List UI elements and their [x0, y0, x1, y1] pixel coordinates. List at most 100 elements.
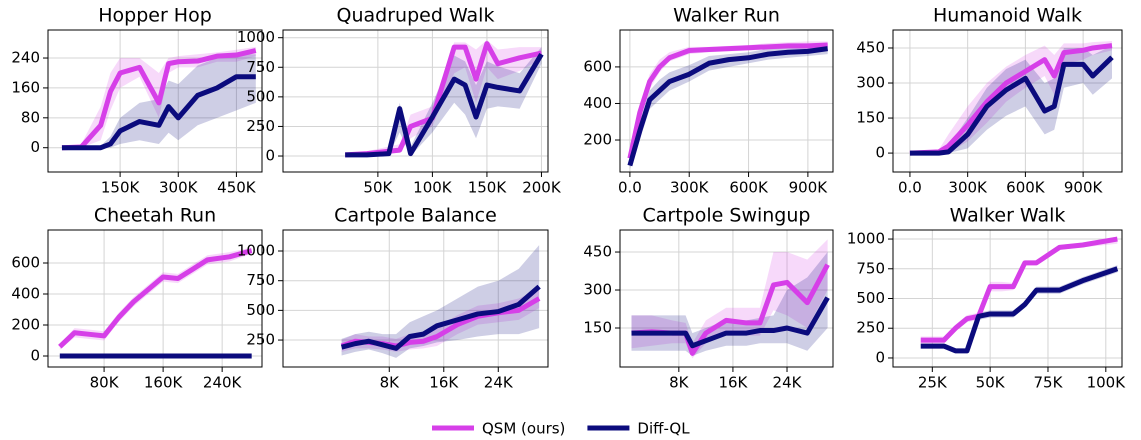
y-tick-label: 250 [246, 117, 275, 135]
y-tick-label: 0 [30, 346, 40, 364]
x-tick-label: 100K [413, 179, 453, 197]
y-tick-label: 1000 [237, 28, 275, 46]
plot-area [345, 40, 544, 158]
y-tick-label: 300 [583, 281, 612, 299]
series-line [920, 266, 1119, 354]
y-tick-label: 750 [246, 58, 275, 76]
x-tick-label: 50K [363, 179, 393, 197]
y-tick-label: 750 [856, 259, 885, 277]
x-tick-label: 24K [773, 374, 803, 392]
x-tick-label: 8K [669, 374, 690, 392]
y-tick-label: 500 [246, 87, 275, 105]
x-tick-label: 300K [948, 179, 988, 197]
y-tick-label: 1000 [847, 230, 885, 248]
series-line [345, 52, 544, 158]
x-tick-label: 200K [522, 179, 562, 197]
plot-area [340, 245, 541, 358]
y-tick-label: 80 [21, 108, 40, 126]
x-tick-label: 450K [217, 179, 257, 197]
y-tick-label: 250 [856, 319, 885, 337]
y-tick-label: 450 [856, 38, 885, 56]
y-tick-label: 200 [11, 316, 40, 334]
series-line [631, 296, 830, 349]
y-tick-label: 1000 [237, 242, 275, 260]
panel: Cartpole Balance 8K 16K 24K 250 500 750 1000 [237, 205, 549, 392]
y-tick-label: 500 [246, 301, 275, 319]
chart-title: Cartpole Swingup [643, 205, 811, 227]
band [341, 245, 540, 358]
series-line [61, 48, 257, 151]
y-tick-label: 300 [856, 74, 885, 92]
x-tick-label: 50K [976, 374, 1006, 392]
series-line [340, 284, 541, 351]
legend-label: Diff-QL [637, 420, 690, 438]
axes-frame [47, 29, 263, 173]
x-tick-label: 25K [918, 374, 948, 392]
legend: QSM (ours) Diff-QL [432, 420, 690, 438]
band [341, 289, 540, 352]
x-tick-label: 75K [1034, 374, 1064, 392]
band [909, 45, 1112, 154]
series-line [58, 248, 253, 349]
plot-area [909, 40, 1114, 156]
x-tick-label: 80K [90, 374, 120, 392]
x-tick-label: 150K [101, 179, 141, 197]
panel: Humanoid Walk 0.0 300K 600K 900K 0 150 300 450 [856, 5, 1123, 197]
x-tick-label: 8K [380, 374, 401, 392]
y-tick-label: 240 [11, 49, 40, 67]
axes-frame [282, 229, 549, 368]
axes-frame [892, 229, 1123, 368]
series-line [61, 74, 256, 151]
y-tick-label: 750 [246, 271, 275, 289]
panel: Cheetah Run 80K 160K 240K 0 200 400 600 [11, 205, 263, 392]
chart-title: Cartpole Balance [334, 205, 497, 227]
axes-frame [619, 29, 834, 173]
x-tick-label: 150K [468, 179, 508, 197]
axes-frame [892, 29, 1123, 173]
x-tick-label: 16K [429, 374, 459, 392]
axes-frame [619, 229, 834, 368]
plot-area [631, 239, 830, 359]
y-tick-label: 0 [875, 348, 885, 366]
band [629, 43, 828, 170]
x-tick-label: 600K [729, 179, 769, 197]
axes-frame [47, 229, 263, 368]
y-tick-label: 150 [856, 109, 885, 127]
panel: Hopper Hop 150K 300K 450K 0 80 160 240 [11, 5, 263, 197]
legend-label: QSM (ours) [482, 420, 565, 438]
y-tick-label: 400 [583, 94, 612, 112]
axes-frame [282, 29, 549, 173]
y-tick-label: 500 [856, 289, 885, 307]
chart-title: Cheetah Run [94, 205, 216, 227]
series-line [909, 55, 1114, 156]
y-tick-label: 0 [30, 138, 40, 156]
y-tick-label: 450 [583, 243, 612, 261]
x-tick-label: 240K [203, 374, 243, 392]
plot-area [61, 46, 257, 151]
x-tick-label: 300K [159, 179, 199, 197]
plot-area [58, 247, 253, 359]
x-tick-label: 0.0 [618, 179, 642, 197]
y-tick-label: 400 [11, 285, 40, 303]
y-tick-label: 200 [583, 131, 612, 149]
x-tick-label: 600K [1006, 179, 1046, 197]
y-tick-label: 600 [11, 254, 40, 272]
chart-title: Walker Run [673, 5, 780, 27]
x-tick-label: 900K [789, 179, 829, 197]
chart-title: Humanoid Walk [933, 5, 1082, 27]
y-tick-label: 160 [11, 78, 40, 96]
plot-area [627, 41, 829, 170]
y-tick-label: 150 [583, 319, 612, 337]
series-line [920, 236, 1118, 343]
x-tick-label: 300K [670, 179, 710, 197]
y-tick-label: 0 [875, 144, 885, 162]
series-line [627, 46, 829, 167]
panel: Walker Walk 25K 50K 75K 100K 0 250 500 750 1000 [847, 205, 1126, 392]
panel: Cartpole Swingup 8K 16K 24K 150 300 450 [583, 205, 834, 392]
panel: Quadruped Walk 50K 100K 150K 200K 0 250 500 750 1… [237, 5, 562, 197]
x-tick-label: 0.0 [898, 179, 922, 197]
chart-title: Hopper Hop [98, 5, 212, 27]
band [920, 236, 1118, 344]
band [631, 239, 828, 359]
